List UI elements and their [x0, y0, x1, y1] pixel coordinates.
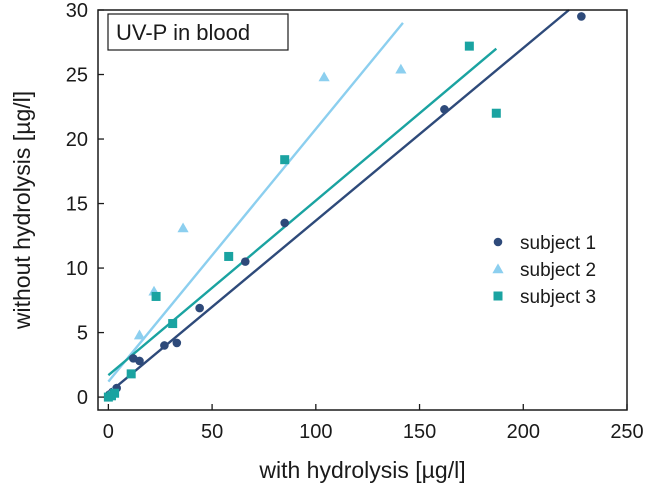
data-points: [103, 12, 586, 402]
point-subject-1: [195, 303, 204, 313]
fit-line-subject-2: [107, 22, 404, 383]
fit-lines: [107, 9, 570, 395]
y-tick-label: 0: [77, 387, 88, 409]
point-subject-1: [577, 12, 586, 21]
point-subject-2: [318, 71, 330, 82]
x-tick-label: 150: [403, 421, 436, 443]
point-subject-1: [280, 218, 290, 228]
legend-label-subject-2: subject 2: [520, 260, 596, 281]
point-subject-2: [395, 63, 407, 74]
legend: subject 1 subject 2 subject 3: [492, 233, 596, 308]
y-tick-label: 5: [77, 323, 88, 345]
x-axis-title: with hydrolysis [µg/l]: [258, 457, 465, 483]
y-tick-label: 25: [66, 65, 88, 87]
point-subject-1: [440, 105, 449, 114]
x-tick-label: 0: [103, 421, 114, 443]
legend-label-subject-3: subject 3: [520, 287, 596, 308]
plot-frame: [97, 9, 628, 411]
fit-line-subject-3: [107, 47, 498, 377]
legend-marker-subject-3: [493, 291, 503, 301]
y-tick-label: 15: [66, 194, 88, 216]
chart-title: UV-P in blood: [116, 20, 250, 45]
y-axis-title: without hydrolysis [µg/l]: [9, 91, 35, 330]
point-subject-3: [464, 41, 474, 51]
point-subject-3: [168, 319, 178, 329]
point-subject-1: [160, 341, 169, 350]
point-subject-3: [151, 291, 161, 301]
x-tick-label: 50: [201, 421, 223, 443]
x-tick-label: 250: [610, 421, 643, 443]
axis-ticks: 0 50 100 150 200 250 0 5 10 15 20 25 30: [66, 0, 644, 443]
point-subject-3: [110, 388, 120, 398]
point-subject-3: [491, 108, 501, 118]
point-subject-3: [280, 155, 290, 165]
legend-marker-subject-2: [492, 263, 504, 274]
x-tick-label: 200: [507, 421, 540, 443]
legend-label-subject-1: subject 1: [520, 233, 596, 254]
fit-line-subject-1: [107, 9, 570, 395]
point-subject-2: [177, 222, 189, 233]
point-subject-1: [240, 257, 250, 266]
point-subject-3: [224, 251, 234, 261]
x-tick-label: 100: [299, 421, 332, 443]
point-subject-2: [133, 329, 146, 340]
y-tick-label: 10: [66, 258, 88, 280]
y-tick-label: 20: [66, 129, 88, 151]
legend-marker-subject-1: [493, 237, 503, 247]
y-tick-label: 30: [66, 0, 88, 22]
chart-title-box: UV-P in blood: [107, 13, 289, 51]
point-subject-3: [126, 369, 136, 379]
point-subject-1: [172, 338, 182, 348]
point-subject-1: [135, 356, 144, 366]
